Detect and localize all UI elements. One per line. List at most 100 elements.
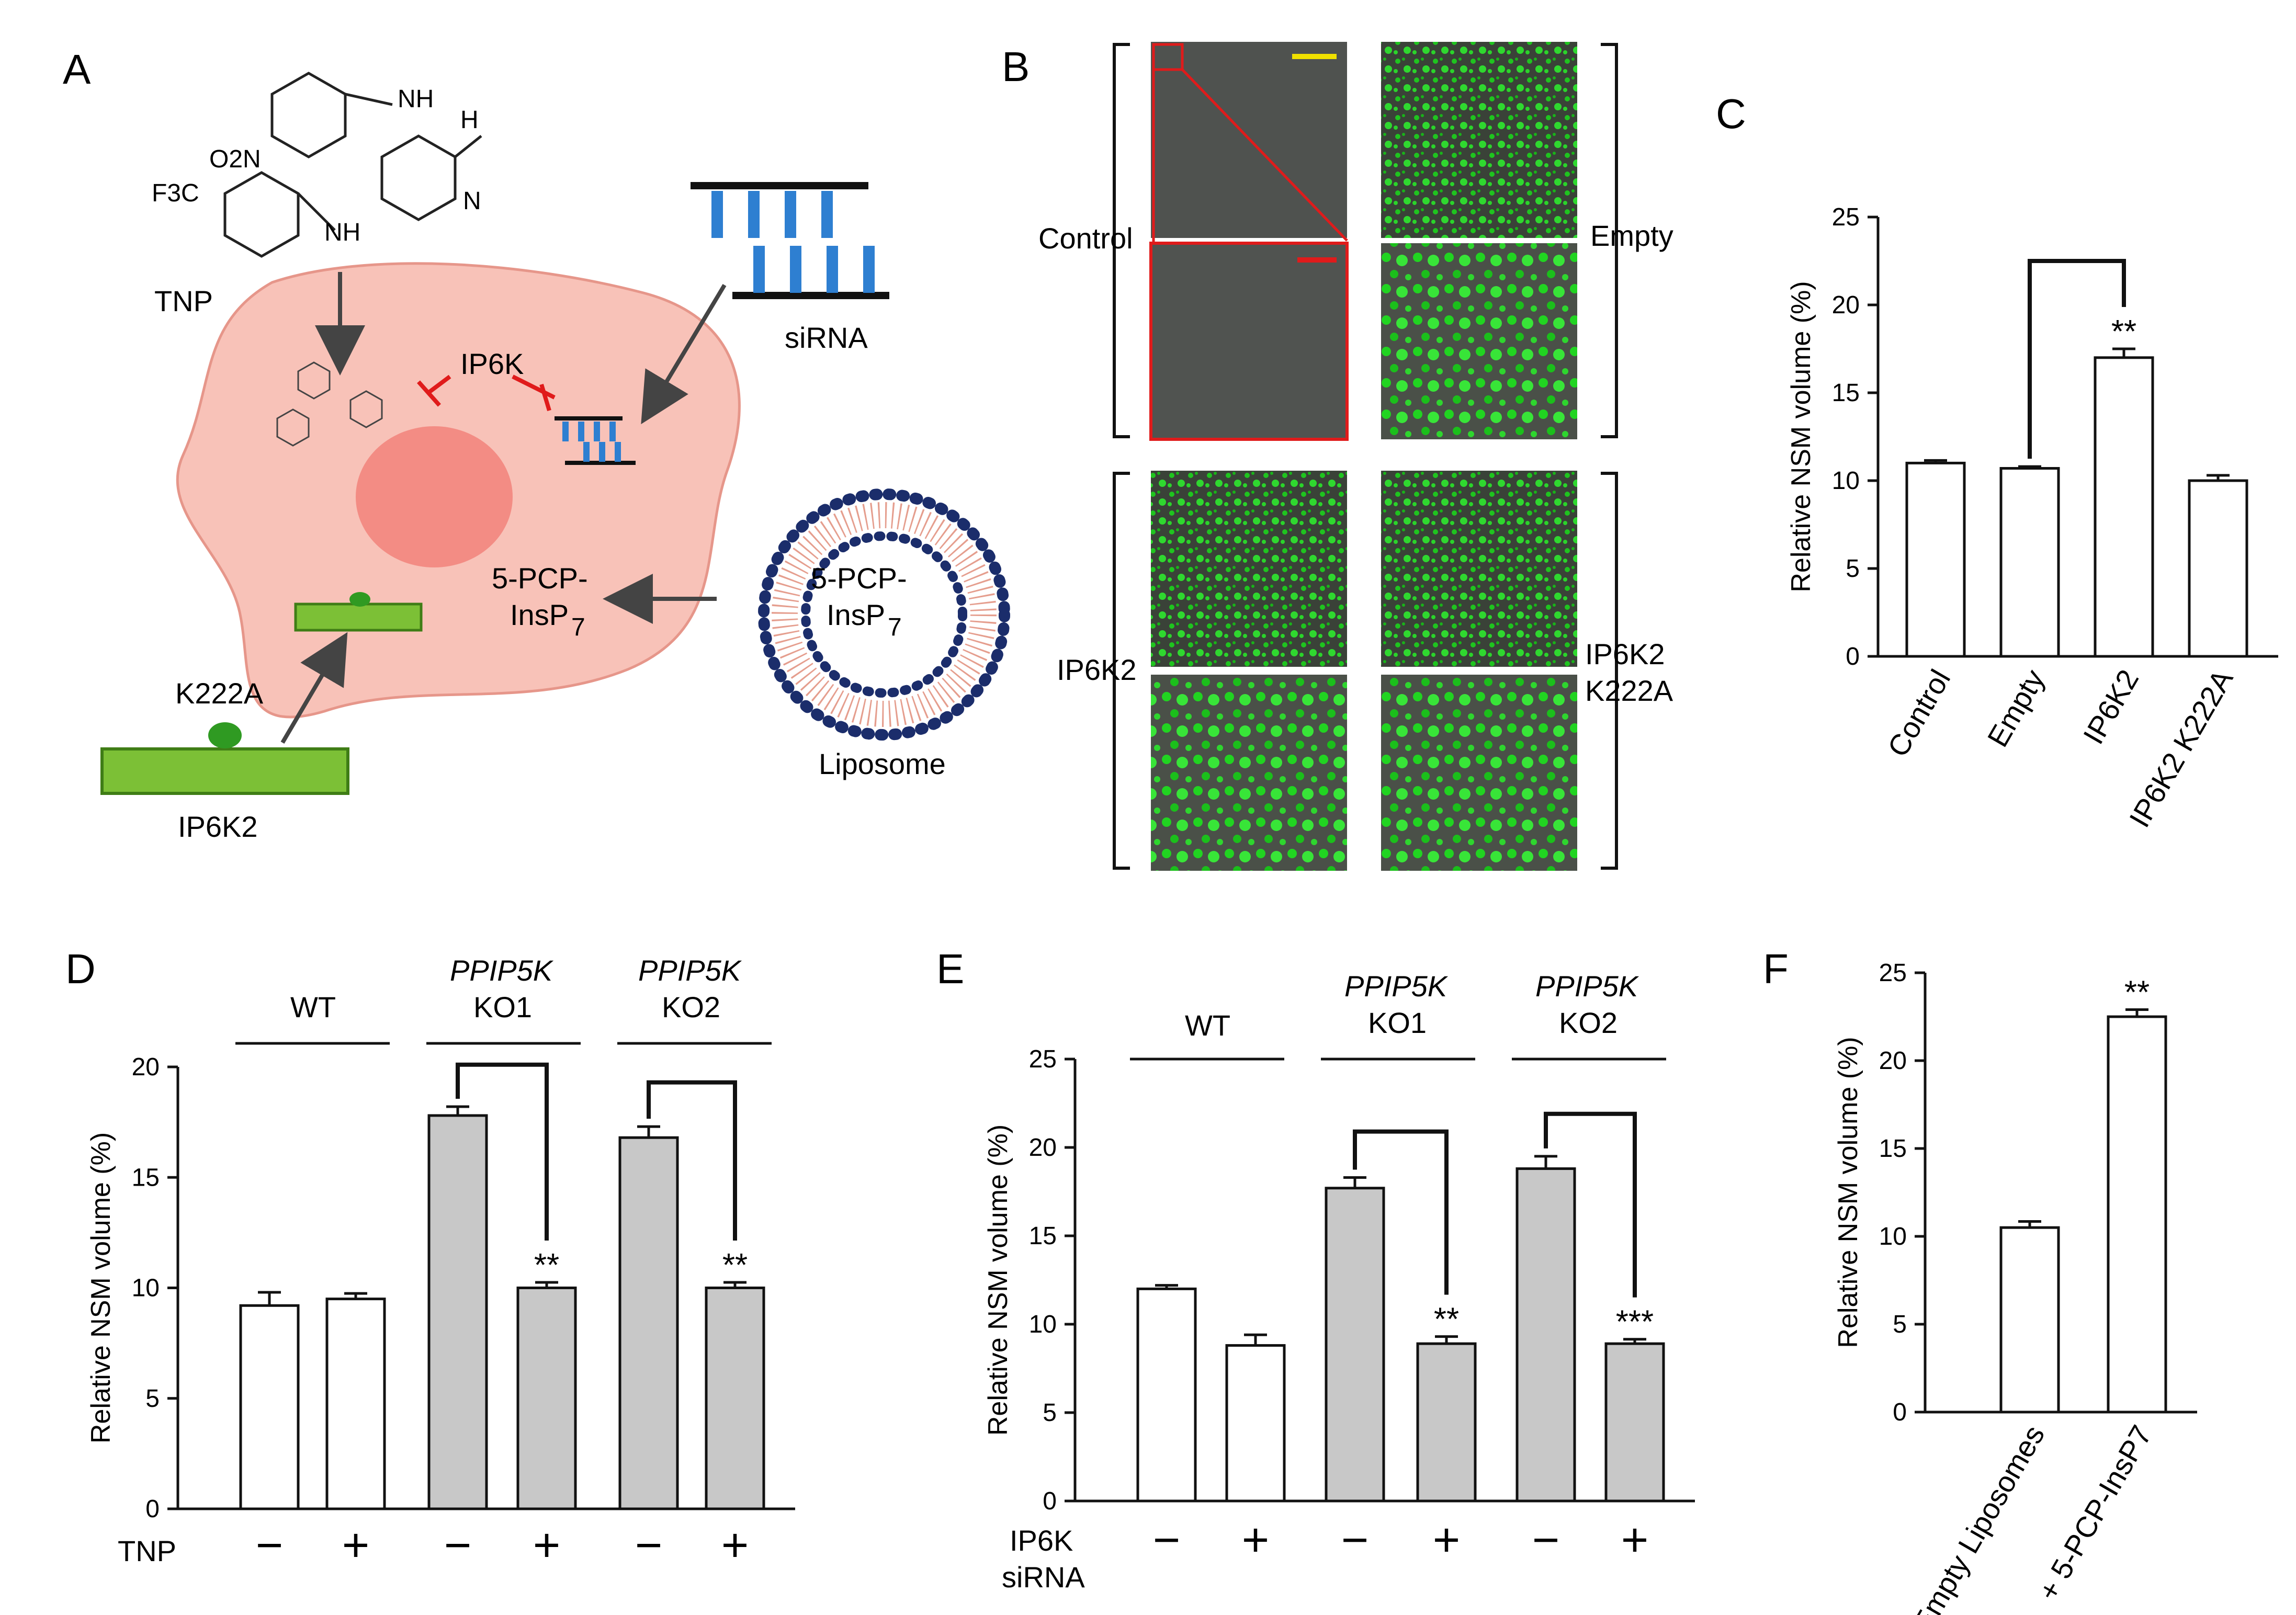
panel-a-letter: A xyxy=(63,46,91,93)
significance-mark: *** xyxy=(1616,1304,1654,1340)
panel-f: F 0 5 10 15 20 25 Relative NSM volume (%) ** Emp… xyxy=(1763,946,2197,1615)
liposome xyxy=(758,488,1010,741)
tnp-label: TNP xyxy=(154,285,213,317)
y-tick-label: 5 xyxy=(1893,1311,1907,1338)
y-tick-label: 25 xyxy=(1029,1045,1057,1073)
panel-f-letter: F xyxy=(1763,946,1789,992)
nh-label-1: NH xyxy=(398,85,434,113)
panel-a-arrows xyxy=(280,272,727,744)
d-wt-label: WT xyxy=(290,991,336,1023)
b-k222a-label-2: K222A xyxy=(1585,674,1673,707)
bar xyxy=(427,1114,488,1510)
image-empty-top xyxy=(1381,42,1577,238)
y-tick-label: 25 xyxy=(1832,203,1860,231)
ip6k2-small-knob xyxy=(349,592,370,607)
image-k222a-top xyxy=(1381,471,1577,667)
treatment-sign: − xyxy=(256,1519,284,1572)
e-ko1-label: KO1 xyxy=(1368,1006,1427,1039)
pcp-cell-line2: InsP xyxy=(510,598,569,631)
b-ip6k2-label: IP6K2 xyxy=(1057,653,1137,686)
e-ppip5k-label-1: PPIP5K xyxy=(1344,970,1449,1003)
bar xyxy=(1905,461,1966,658)
pcp-cell-line1: 5-PCP- xyxy=(492,562,588,595)
y-tick-label: 20 xyxy=(1029,1134,1057,1162)
nh-label-2: NH xyxy=(324,219,360,246)
chart-d: 0 5 10 15 20 Relative NSM volume (%) ** ** xyxy=(86,1053,795,1523)
comparison-bracket xyxy=(1544,1111,1637,1298)
bracket-k222a xyxy=(1601,472,1618,870)
image-ip6k2-top xyxy=(1151,471,1347,667)
d-ppip5k-label-1: PPIP5K xyxy=(450,954,554,987)
y-tick-label: 25 xyxy=(1879,959,1907,987)
x-category-label: + 5-PCP-InsP7 xyxy=(2031,1420,2158,1606)
sirna-label: siRNA xyxy=(785,321,868,354)
d-ko2-label: KO2 xyxy=(662,991,720,1023)
y-tick-label: 0 xyxy=(1043,1487,1057,1515)
treatment-sign: − xyxy=(1153,1514,1181,1566)
y-tick-label: 5 xyxy=(145,1385,160,1413)
b-empty-label: Empty xyxy=(1590,219,1673,252)
y-axis-title: Relative NSM volume (%) xyxy=(1833,1037,1863,1348)
bar xyxy=(2094,356,2154,658)
y-tick-label: 0 xyxy=(1846,643,1860,670)
chart-c: 0 5 10 15 20 25 Relative NSM volume (%) ** Contr… xyxy=(1786,203,2278,833)
e-ppip5k-label-2: PPIP5K xyxy=(1535,970,1639,1003)
panel-d: D WT PPIP5K KO1 PPIP5K KO2 0 5 10 15 20 Relat… xyxy=(65,946,795,1572)
y-tick-label: 15 xyxy=(132,1164,160,1191)
y-tick-label: 10 xyxy=(1879,1223,1907,1250)
y-tick-label: 10 xyxy=(132,1275,160,1302)
y-tick-label: 20 xyxy=(1879,1047,1907,1075)
y-tick-label: 0 xyxy=(145,1495,160,1523)
e-wt-label: WT xyxy=(1185,1009,1230,1042)
sirna-small xyxy=(555,416,636,465)
y-axis-title: Relative NSM volume (%) xyxy=(86,1132,116,1443)
y-axis-title: Relative NSM volume (%) xyxy=(983,1124,1013,1436)
treatment-sign: − xyxy=(1341,1514,1369,1566)
comparison-bracket xyxy=(1353,1129,1449,1295)
tnp-ring-1 xyxy=(270,72,347,158)
chart-f: 0 5 10 15 20 25 Relative NSM volume (%) ** Empty… xyxy=(1833,959,2197,1615)
significance-mark: ** xyxy=(2124,975,2150,1011)
zoom-box xyxy=(1152,43,1184,71)
tnp-ring-3 xyxy=(380,134,457,221)
cell-nucleus xyxy=(356,426,513,567)
bar xyxy=(618,1136,679,1510)
bar xyxy=(1325,1187,1385,1503)
e-ko2-label: KO2 xyxy=(1559,1006,1618,1039)
y-tick-label: 0 xyxy=(1893,1398,1907,1426)
pcp-lipo-line2: InsP xyxy=(827,598,885,631)
x-category-label: Empty xyxy=(1981,664,2051,753)
e-signs: − + − + − + xyxy=(1153,1514,1649,1566)
treatment-sign: + xyxy=(533,1519,561,1572)
y-tick-label: 5 xyxy=(1043,1399,1057,1427)
d-row-label: TNP xyxy=(118,1534,176,1567)
y-axis-title: Relative NSM volume (%) xyxy=(1786,281,1816,592)
bracket-empty xyxy=(1601,43,1618,438)
pcp-lipo-sub: 7 xyxy=(888,613,902,641)
treatment-sign: − xyxy=(635,1519,663,1572)
significance-mark: ** xyxy=(722,1247,748,1283)
significance-mark: ** xyxy=(1434,1302,1459,1338)
image-ip6k2-zoom xyxy=(1151,675,1347,871)
x-category-label: IP6K2 xyxy=(2077,664,2145,750)
bar xyxy=(1999,467,2060,658)
y-tick-label: 20 xyxy=(1832,291,1860,319)
significance-mark: ** xyxy=(534,1247,559,1283)
ip6k2-small-bar xyxy=(294,602,423,632)
bar xyxy=(1604,1342,1665,1503)
tnp-structure xyxy=(223,72,482,258)
y-tick-label: 5 xyxy=(1846,555,1860,583)
bar xyxy=(1416,1342,1477,1503)
pcp-lipo-line1: 5-PCP- xyxy=(811,562,907,595)
panel-d-letter: D xyxy=(65,946,96,992)
bar xyxy=(2107,1015,2167,1414)
significance-mark: ** xyxy=(2111,314,2136,350)
tnp-ring-2 xyxy=(223,171,300,258)
pcp-cell-sub: 7 xyxy=(571,613,585,641)
d-ppip5k-label-2: PPIP5K xyxy=(638,954,742,987)
comparison-bracket xyxy=(2028,259,2126,459)
e-row-label-2: siRNA xyxy=(1002,1561,1085,1594)
f3c-label: F3C xyxy=(152,179,199,207)
